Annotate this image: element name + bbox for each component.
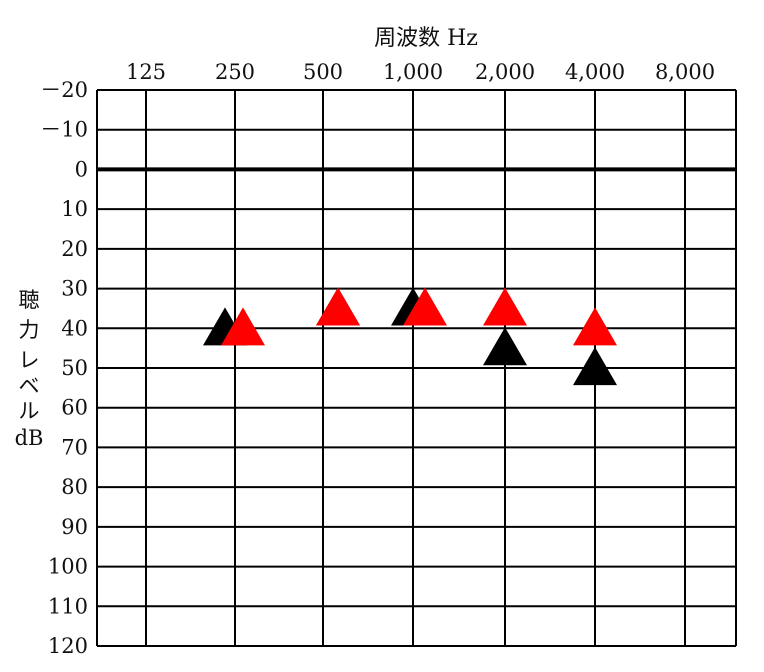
y-tick-label: 50 <box>61 356 88 380</box>
y-axis-label-line: 力 <box>19 318 40 342</box>
red-triangle-marker <box>573 307 617 346</box>
red-triangle-marker <box>316 287 360 326</box>
grid <box>96 89 737 647</box>
y-axis-label-line: ベ <box>19 374 40 398</box>
y-tick-label: 100 <box>48 555 88 579</box>
y-tick-label: 60 <box>61 396 88 420</box>
red-triangle-marker <box>403 287 447 326</box>
y-axis-label-line: レ <box>19 348 40 372</box>
red-triangle-marker <box>483 287 527 326</box>
black-triangle-marker <box>483 327 527 366</box>
y-tick-label: 110 <box>48 594 88 618</box>
x-tick-label: 4,000 <box>565 60 625 84</box>
y-tick-label: 90 <box>61 515 88 539</box>
y-tick-label: 70 <box>61 435 88 459</box>
data-marks <box>203 287 617 386</box>
y-axis-label-line: 聴 <box>19 288 40 312</box>
y-tick-label: 80 <box>61 475 88 499</box>
y-axis-label-line: dB <box>15 426 44 450</box>
x-tick-label: 500 <box>303 60 343 84</box>
y-tick-label: －10 <box>40 118 88 142</box>
y-tick-label: 10 <box>61 197 88 221</box>
y-tick-label: －20 <box>40 78 88 102</box>
x-tick-label: 250 <box>215 60 255 84</box>
y-tick-label: 20 <box>61 237 88 261</box>
y-tick-label: 120 <box>48 634 88 658</box>
y-tick-label: 0 <box>75 157 88 181</box>
y-tick-labels: －20 －10 0 10 20 30 40 50 60 70 80 90 100 110 120 <box>40 78 88 658</box>
x-tick-label: 2,000 <box>475 60 535 84</box>
x-tick-label: 1,000 <box>383 60 443 84</box>
y-tick-label: 40 <box>61 316 88 340</box>
x-tick-labels: 125 250 500 1,000 2,000 4,000 8,000 <box>126 60 715 84</box>
y-tick-label: 30 <box>61 277 88 301</box>
x-tick-label: 125 <box>126 60 166 84</box>
black-triangle-marker <box>573 347 617 386</box>
x-tick-label: 8,000 <box>655 60 715 84</box>
red-triangle-marker <box>221 307 265 346</box>
y-axis-label-line: ル <box>19 399 40 423</box>
chart-title: 周波数 Hz <box>374 26 478 51</box>
